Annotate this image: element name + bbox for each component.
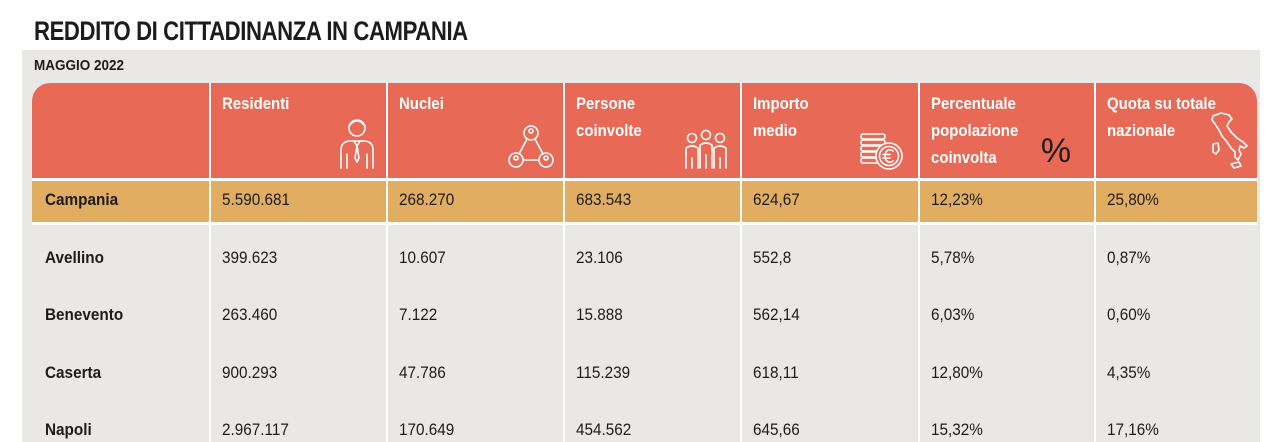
title-band: REDDITO DI CITTADINANZA IN CAMPANIA — [22, 10, 1260, 50]
column-separator — [740, 83, 742, 442]
column-header: Persone coinvolte — [576, 90, 642, 144]
table-cell: 5.590.681 — [222, 190, 291, 209]
table-cell: 2.967.117 — [222, 420, 289, 439]
table-cell: 17,16% — [1107, 420, 1159, 439]
table-cell: 399.623 — [222, 248, 278, 267]
table-cell: 12,80% — [931, 363, 983, 382]
table-header-band — [32, 83, 1257, 178]
page-title: REDDITO DI CITTADINANZA IN CAMPANIA — [34, 16, 468, 46]
row-separator — [32, 178, 1257, 181]
column-header: Residenti — [222, 90, 289, 117]
italy-map-icon — [1211, 112, 1248, 169]
row-label: Campania — [45, 190, 119, 209]
table-cell: 25,80% — [1107, 190, 1159, 209]
table-cell: 15.888 — [576, 305, 623, 324]
column-header: Importo medio — [753, 90, 809, 144]
column-header-line: popolazione — [931, 121, 1019, 140]
table-cell: 552,8 — [753, 248, 792, 267]
table-cell: 268.270 — [399, 190, 455, 209]
table-cell: 12,23% — [931, 190, 983, 209]
table-cell: 47.786 — [399, 363, 446, 382]
table-cell: 5,78% — [931, 248, 975, 267]
column-separator — [209, 83, 211, 442]
row-label: Caserta — [45, 363, 102, 382]
table-cell: 115.239 — [576, 363, 631, 382]
group-people-icon — [685, 129, 727, 169]
column-header-line: nazionale — [1107, 121, 1176, 140]
column-header-line: medio — [753, 121, 798, 140]
table-cell: 263.460 — [222, 305, 278, 324]
column-header-line: Importo — [753, 94, 809, 113]
euro-coins-icon — [860, 133, 903, 170]
percent-icon: % — [1042, 132, 1070, 168]
page-subtitle: MAGGIO 2022 — [34, 57, 125, 74]
column-header-line: Persone — [576, 94, 636, 113]
table-cell: 645,66 — [753, 420, 800, 439]
table-cell: 6,03% — [931, 305, 975, 324]
column-header-line: Nuclei — [399, 94, 444, 113]
highlight-row-band — [32, 180, 1257, 222]
table-cell: 624,67 — [753, 190, 800, 209]
table-cell: 454.562 — [576, 420, 632, 439]
table-cell: 900.293 — [222, 363, 278, 382]
family-network-icon — [508, 125, 554, 168]
column-header-line: Residenti — [222, 94, 290, 113]
column-separator — [563, 83, 565, 442]
column-header: Nuclei — [399, 90, 444, 117]
column-header: Quota su totale nazionale — [1107, 90, 1216, 144]
percent-icon-text: % — [1042, 132, 1070, 168]
table-cell: 23.106 — [576, 248, 623, 267]
table-cell: 0,60% — [1107, 305, 1151, 324]
row-label: Avellino — [45, 248, 104, 267]
column-header-line: Quota su totale — [1107, 94, 1216, 113]
row-separator — [32, 222, 1257, 225]
table-cell: 562,14 — [753, 305, 800, 324]
table-cell: 4,35% — [1107, 363, 1151, 382]
infographic-frame: REDDITO DI CITTADINANZA IN CAMPANIA MAGG… — [22, 10, 1260, 442]
column-separator — [918, 83, 920, 442]
table-cell: 170.649 — [399, 420, 455, 439]
row-label: Napoli — [45, 420, 92, 439]
column-header-line: coinvolta — [931, 148, 997, 167]
table-cell: 15,32% — [931, 420, 983, 439]
column-separator — [1094, 83, 1096, 442]
table-cell: 618,11 — [753, 363, 799, 382]
person-tie-icon — [340, 119, 374, 169]
table-cell: 7.122 — [399, 305, 438, 324]
column-header: Percentuale popolazione coinvolta — [931, 90, 1018, 171]
column-separator — [386, 83, 388, 442]
column-header-line: coinvolte — [576, 121, 642, 140]
table-cell: 10.607 — [399, 248, 446, 267]
table-cell: 0,87% — [1107, 248, 1151, 267]
row-label: Benevento — [45, 305, 124, 324]
table-cell: 683.543 — [576, 190, 632, 209]
column-header-line: Percentuale — [931, 94, 1016, 113]
